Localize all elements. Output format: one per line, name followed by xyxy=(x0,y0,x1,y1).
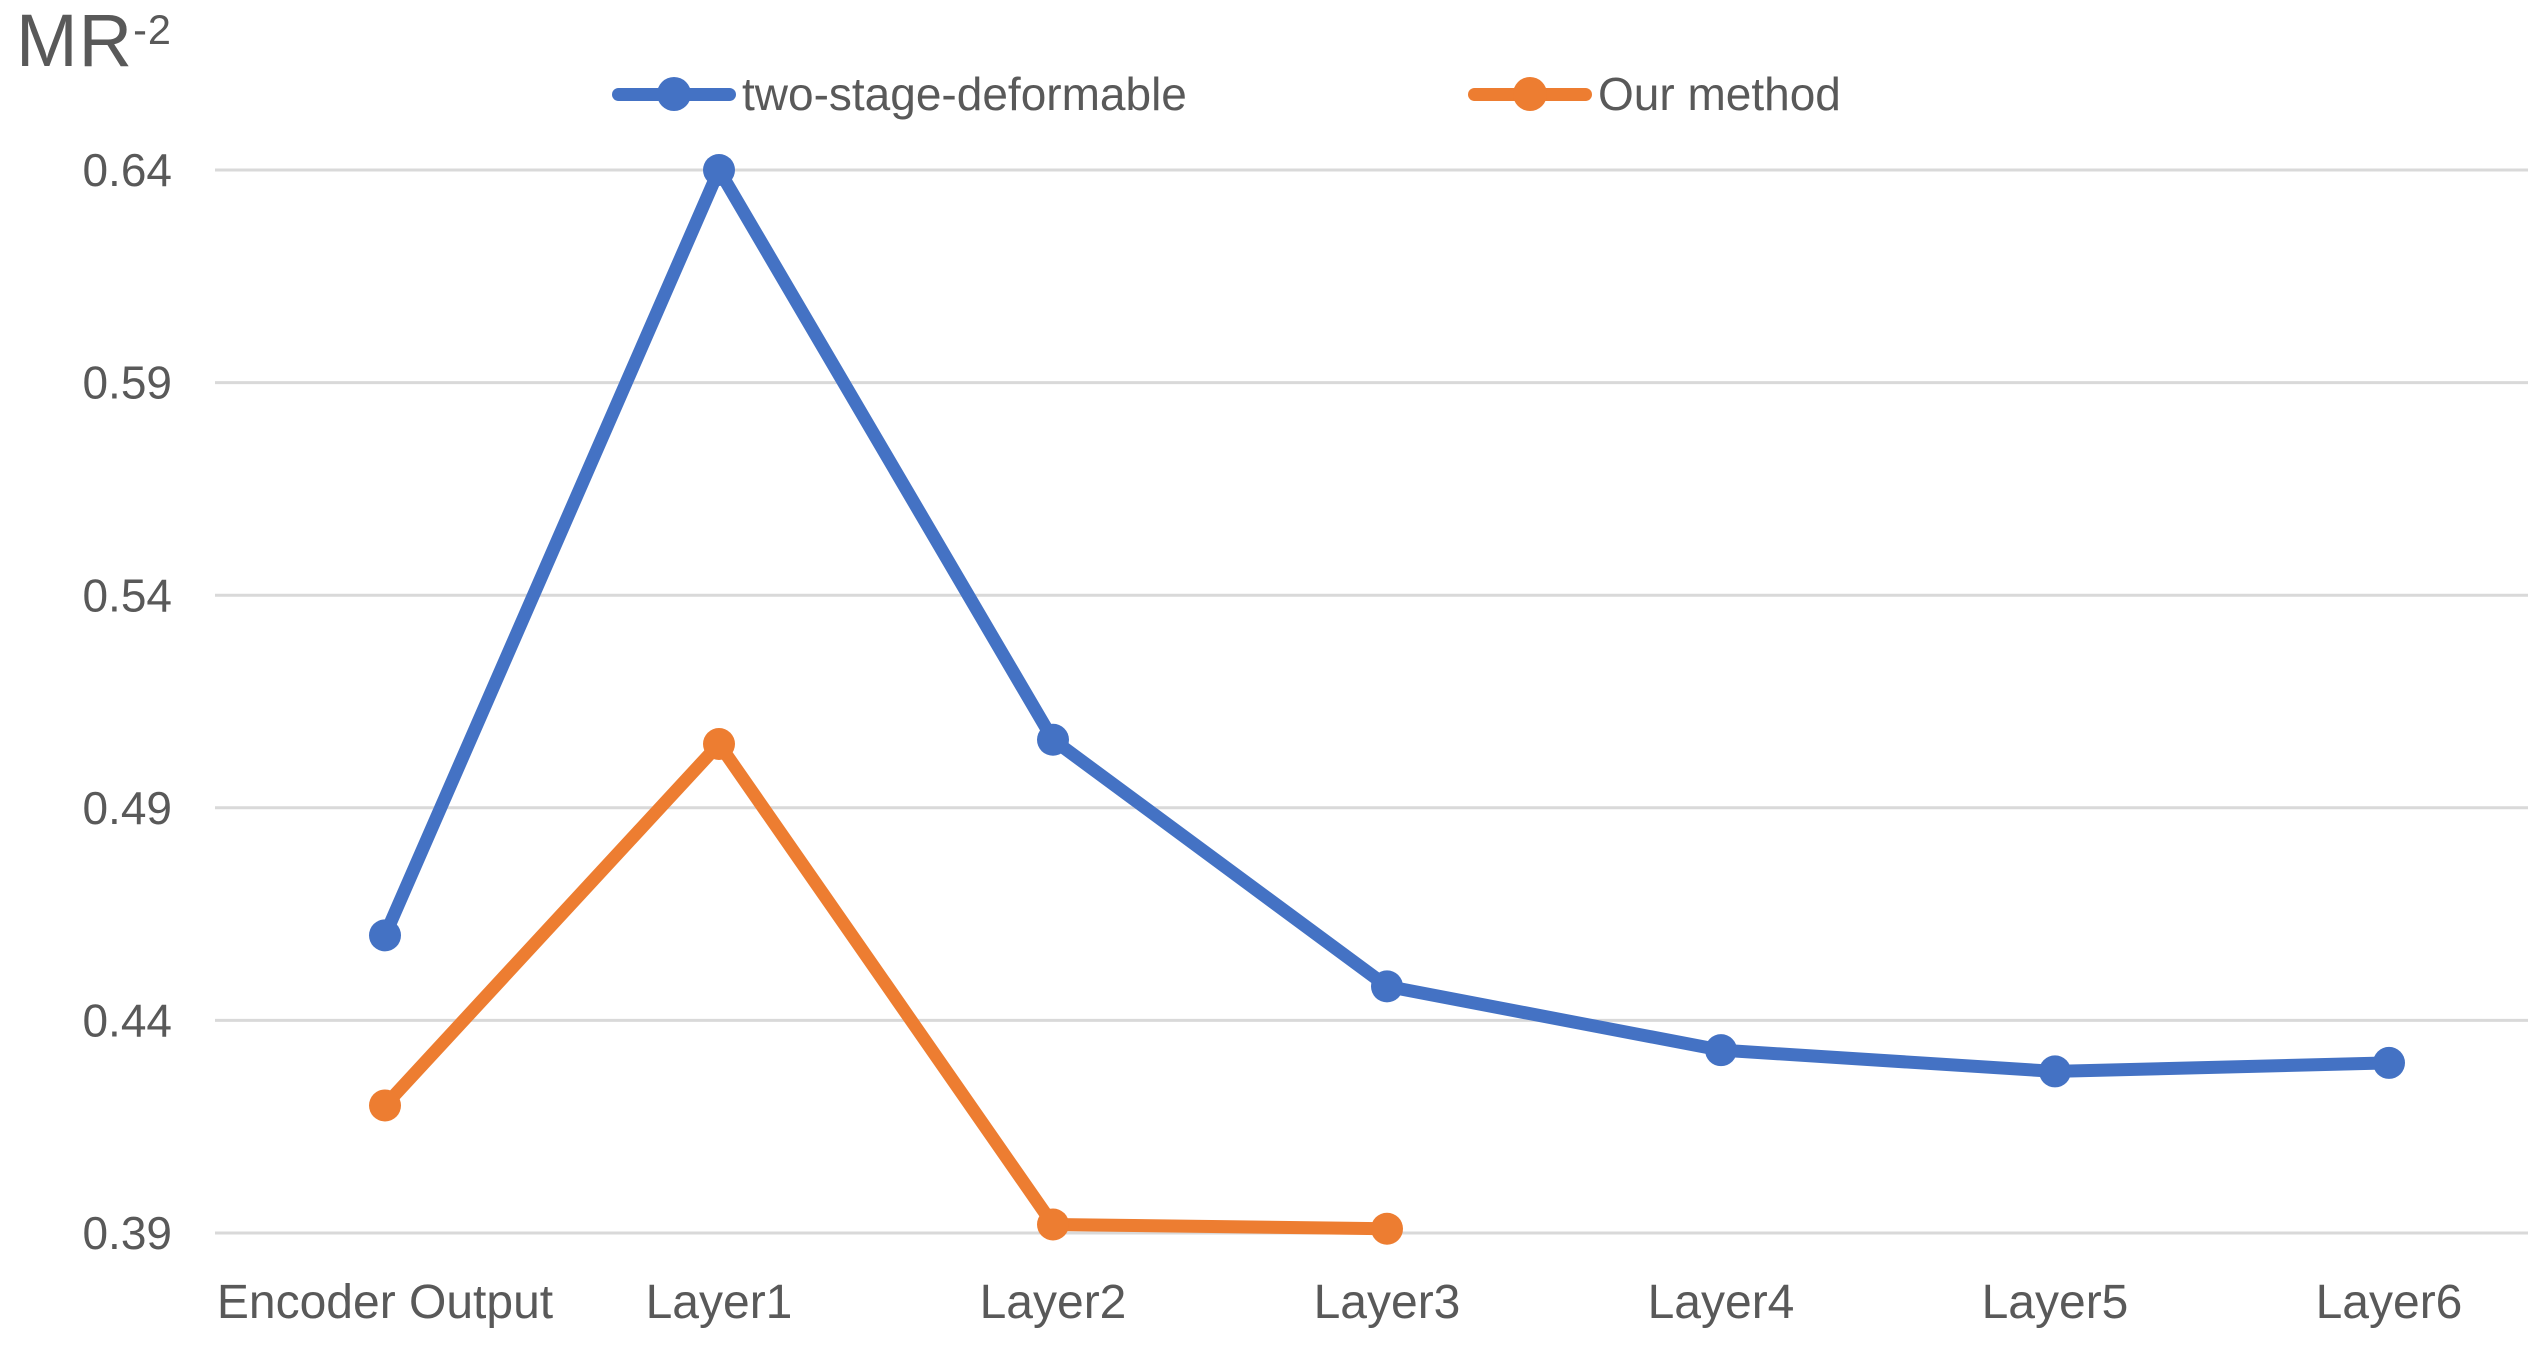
legend-line-marker-icon xyxy=(1468,76,1592,112)
data-point-marker-two-stage-deformable xyxy=(2039,1055,2071,1088)
legend-item-two-stage-deformable: two-stage-deformable xyxy=(612,66,1187,122)
y-tick-label: 0.54 xyxy=(82,569,172,621)
chart-title-superscript: -2 xyxy=(133,6,172,54)
data-point-marker-our-method xyxy=(1037,1208,1069,1241)
x-tick-label: Layer5 xyxy=(1982,1276,2129,1329)
data-point-marker-two-stage-deformable xyxy=(703,154,735,186)
data-point-marker-two-stage-deformable xyxy=(1037,723,1069,756)
y-tick-label: 0.49 xyxy=(82,782,172,834)
y-tick-label: 0.64 xyxy=(82,144,172,196)
legend-dot-icon xyxy=(1513,77,1547,111)
legend-label: two-stage-deformable xyxy=(742,68,1187,120)
x-tick-label: Encoder Output xyxy=(217,1276,553,1329)
series-line-our-method xyxy=(378,737,1394,1236)
legend-line-marker-icon xyxy=(612,76,736,112)
y-tick-label: 0.44 xyxy=(82,995,172,1047)
chart-title-text: MR xyxy=(16,0,134,82)
data-point-marker-two-stage-deformable xyxy=(1705,1034,1737,1067)
data-point-marker-our-method xyxy=(703,728,735,761)
legend-dot-icon xyxy=(657,77,691,111)
x-tick-label: Layer2 xyxy=(980,1276,1127,1329)
x-tick-label: Layer3 xyxy=(1314,1276,1461,1329)
data-point-marker-two-stage-deformable xyxy=(1371,970,1403,1003)
x-tick-label: Layer4 xyxy=(1648,1276,1795,1329)
data-point-marker-two-stage-deformable xyxy=(369,919,401,952)
x-tick-label: Layer6 xyxy=(2316,1276,2463,1329)
y-tick-label: 0.39 xyxy=(82,1207,172,1259)
legend-label: Our method xyxy=(1598,68,1841,120)
legend-item-our-method: Our method xyxy=(1468,66,1841,122)
data-point-marker-our-method xyxy=(1371,1212,1403,1245)
data-point-marker-our-method xyxy=(369,1089,401,1122)
y-tick-label: 0.59 xyxy=(82,357,172,409)
chart-title: MR-2 xyxy=(16,2,172,80)
series-line-two-stage-deformable xyxy=(378,163,2396,1078)
x-tick-label: Layer1 xyxy=(646,1276,793,1329)
data-point-marker-two-stage-deformable xyxy=(2373,1046,2405,1079)
